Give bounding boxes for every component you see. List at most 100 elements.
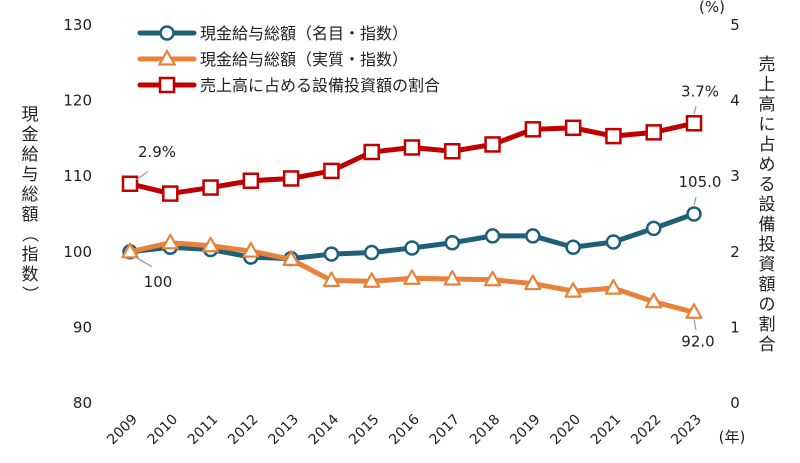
data-point [605,127,622,145]
data-point [443,269,461,286]
annotation-layer: 2.9% 3.7% 100 105.0 92.0 [134,82,722,350]
data-point [444,143,461,160]
left-axis-title-char: 給 [22,145,39,165]
annotation-leader [693,196,697,206]
annotation-leader [693,106,697,115]
annotation-leader [134,256,153,268]
right-axis-title-char: 資 [759,255,776,275]
right-axis-title-char: に [759,115,776,135]
data-point [282,250,300,266]
x-axis-tick-label: 2013 [265,412,302,449]
legend-label: 現金給与総額（名目・指数） [200,24,408,43]
x-axis-tick-label: 2016 [386,411,423,448]
data-point [484,136,501,153]
x-axis-tick-label: 2019 [507,412,544,449]
right-axis-title-char: 投 [759,235,776,255]
left-axis-tick-label: 80 [73,394,92,412]
data-point [363,244,380,261]
data-point [604,278,623,295]
x-axis-tick-label: 2018 [467,412,504,449]
data-point [605,234,622,250]
right-axis-title-char: 高 [759,95,776,115]
left-axis-title-char: 数 [22,265,39,285]
data-point [524,121,542,138]
x-axis-tick-label: 2015 [346,412,383,449]
data-point [202,179,219,196]
x-axis-tick-label: 2012 [225,412,262,449]
data-point [645,292,663,309]
x-axis-tick-label: 2022 [628,412,665,449]
right-axis-title-char: 占 [759,135,776,155]
data-point [121,175,139,193]
right-axis-title-char: め [759,155,776,175]
data-point [685,303,703,319]
data-point [645,124,662,141]
x-axis-tick-label: 2014 [306,411,343,448]
data-label: 105.0 [679,173,722,191]
right-axis-title-char: 額 [759,275,776,295]
data-point [323,162,340,180]
legend-label: 売上高に占める設備投資額の割合 [200,76,440,95]
left-axis-title-char: 総 [22,185,39,205]
data-point [363,143,380,161]
data-point [403,139,421,156]
data-point [322,271,341,288]
left-axis-title-char: 現 [22,105,39,125]
legend: 現金給与総額（名目・指数） 現金給与総額（実質・指数） 売上高に占める設備投資額の割… [137,24,440,95]
right-axis-tick-label: 3 [730,167,740,185]
x-axis-tick-label: 2023 [668,412,705,449]
right-axis-title-char: 設 [759,195,776,215]
data-point [323,246,340,262]
right-axis-title-char: 売 [759,55,776,75]
data-point [363,272,381,288]
data-point [685,115,703,132]
left-axis-tick-label: 90 [73,318,92,336]
x-axis-tick-label: 2017 [427,412,464,449]
data-point [403,269,421,285]
left-axis-tick-label: 100 [63,243,92,261]
data-point [565,239,581,256]
data-label: 2.9% [138,143,176,161]
data-point [483,270,502,287]
right-axis-title-char: 備 [759,215,776,235]
annotation-leader [135,171,149,181]
right-axis-title-char: 上 [759,75,776,95]
data-point [444,234,461,251]
right-axis-tick-label: 4 [730,92,740,110]
right-axis-title-char: の [759,295,776,315]
data-label: 3.7% [681,82,719,100]
right-axis-unit: (%) [699,0,725,16]
annotation-leader [693,319,697,331]
left-axis-title-char: （ [19,226,39,243]
series-layer [121,115,703,319]
data-point [404,240,420,256]
right-axis-tick-label: 1 [730,318,740,336]
data-point [162,185,179,202]
right-axis-tick-label: 5 [730,16,740,34]
x-axis-tick-label: 2020 [547,412,584,449]
data-label: 100 [144,273,173,291]
data-point [525,228,541,244]
x-axis-tick-label: 2011 [185,412,222,449]
data-point [201,236,220,253]
left-axis-title-char: 額 [22,205,39,225]
x-axis-tick-label: 2021 [588,412,625,449]
right-axis-tick-label: 2 [730,243,740,261]
legend-label: 現金給与総額（実質・指数） [200,50,408,69]
left-axis-title-char: 指 [22,245,39,265]
left-axis-title-char: ） [19,286,39,303]
data-point [161,233,179,250]
left-axis-title-char: 金 [22,125,39,145]
right-axis-tick-label: 0 [730,394,740,412]
right-axis-title-char: 割 [759,315,776,335]
right-axis-title-char: 合 [759,335,776,355]
left-axis-title-char: 与 [22,165,39,185]
data-point [645,220,662,237]
legend-marker [158,76,176,94]
legend-marker [157,48,177,66]
left-axis-tick-label: 120 [63,92,92,110]
left-axis-tick-label: 130 [63,16,92,34]
data-point [121,242,139,259]
data-point [484,228,501,244]
